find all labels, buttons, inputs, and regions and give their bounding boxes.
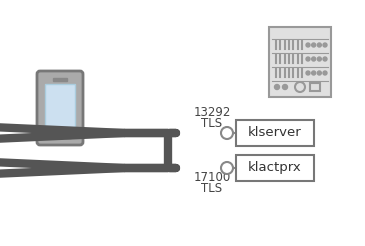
Circle shape xyxy=(312,43,316,47)
Circle shape xyxy=(306,43,310,47)
Circle shape xyxy=(323,43,327,47)
Bar xyxy=(49,133,55,138)
Circle shape xyxy=(317,43,321,47)
Circle shape xyxy=(317,71,321,75)
Bar xyxy=(65,133,71,138)
Circle shape xyxy=(221,162,233,174)
Circle shape xyxy=(221,127,233,139)
FancyBboxPatch shape xyxy=(269,27,331,97)
FancyBboxPatch shape xyxy=(236,155,314,181)
Text: 17100: 17100 xyxy=(193,171,231,184)
Text: TLS: TLS xyxy=(201,117,223,130)
Text: TLS: TLS xyxy=(201,182,223,195)
Circle shape xyxy=(306,57,310,61)
FancyBboxPatch shape xyxy=(37,71,83,145)
Circle shape xyxy=(323,71,327,75)
Text: 13292: 13292 xyxy=(193,106,231,119)
Text: klserver: klserver xyxy=(248,126,302,139)
Circle shape xyxy=(274,84,280,90)
Circle shape xyxy=(317,57,321,61)
FancyBboxPatch shape xyxy=(236,120,314,146)
FancyBboxPatch shape xyxy=(45,84,75,130)
Circle shape xyxy=(312,57,316,61)
Circle shape xyxy=(306,71,310,75)
Bar xyxy=(310,83,320,91)
Circle shape xyxy=(323,57,327,61)
Text: klactprx: klactprx xyxy=(248,162,302,174)
Circle shape xyxy=(312,71,316,75)
Bar xyxy=(53,78,67,81)
Circle shape xyxy=(283,84,288,90)
Bar xyxy=(57,133,63,138)
